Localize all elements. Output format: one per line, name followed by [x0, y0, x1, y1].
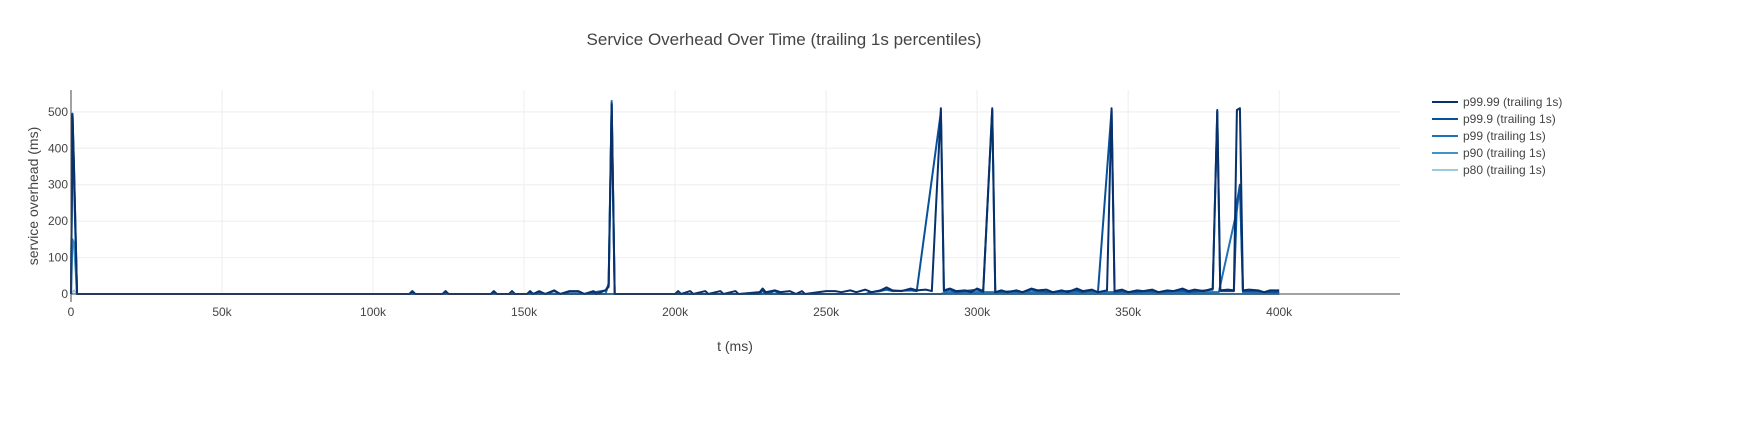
legend-item[interactable]: p99 (trailing 1s) [1432, 129, 1546, 143]
x-tick-label: 200k [662, 305, 689, 319]
legend-item[interactable]: p99.99 (trailing 1s) [1432, 95, 1562, 109]
y-tick-label: 200 [48, 214, 68, 228]
y-tick-label: 300 [48, 178, 68, 192]
legend-label: p99.9 (trailing 1s) [1463, 112, 1556, 126]
legend-label: p90 (trailing 1s) [1463, 146, 1546, 160]
legend: p99.99 (trailing 1s) p99.9 (trailing 1s) p… [1432, 95, 1562, 177]
legend-item[interactable]: p80 (trailing 1s) [1432, 163, 1546, 177]
y-tick-label: 400 [48, 141, 68, 155]
y-tick-label: 500 [48, 105, 68, 119]
x-tick-label: 0 [68, 305, 75, 319]
legend-item[interactable]: p99.9 (trailing 1s) [1432, 112, 1556, 126]
x-tick-label: 50k [212, 305, 232, 319]
legend-item[interactable]: p90 (trailing 1s) [1432, 146, 1546, 160]
legend-label: p99 (trailing 1s) [1463, 129, 1546, 143]
x-tick-label: 150k [511, 305, 538, 319]
x-tick-label: 400k [1266, 305, 1293, 319]
chart-title: Service Overhead Over Time (trailing 1s … [587, 30, 982, 49]
y-tick-label: 0 [61, 287, 68, 301]
y-tick-label: 100 [48, 251, 68, 265]
x-axis-title: t (ms) [717, 338, 753, 354]
x-tick-label: 250k [813, 305, 840, 319]
axis-layer: 0 50k 100k 150k 200k 250k 300k 350k 400k 0 100 200 3… [48, 90, 1400, 319]
x-tick-label: 100k [360, 305, 387, 319]
x-tick-label: 350k [1115, 305, 1142, 319]
y-axis-title: service overhead (ms) [25, 127, 41, 266]
x-tick-label: 300k [964, 305, 991, 319]
legend-label: p80 (trailing 1s) [1463, 163, 1546, 177]
legend-label: p99.99 (trailing 1s) [1463, 95, 1562, 109]
grid-layer [70, 90, 1400, 295]
